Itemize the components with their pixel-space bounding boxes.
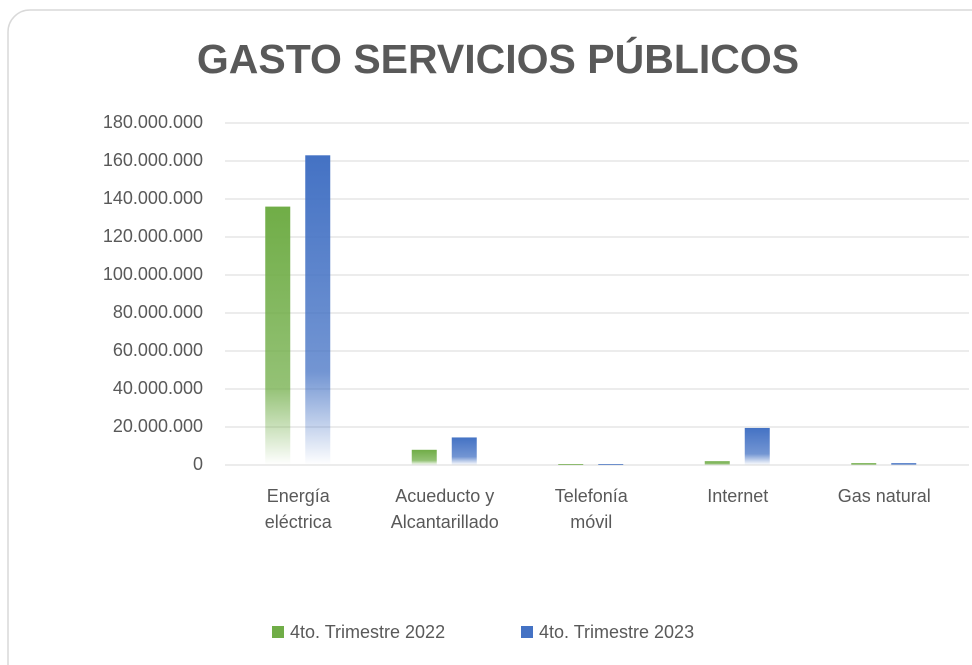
y-tick-label: 120.000.000	[103, 226, 203, 246]
bar	[305, 155, 331, 466]
legend-label: 4to. Trimestre 2022	[290, 622, 445, 642]
bar	[851, 463, 877, 465]
x-tick-label: Telefonía móvil	[554, 486, 628, 532]
x-tick-label: Internet	[707, 486, 769, 506]
y-tick-label: 100.000.000	[103, 264, 203, 284]
y-tick-label: 160.000.000	[103, 150, 203, 170]
bar	[744, 427, 770, 465]
bar	[265, 206, 291, 465]
legend-label: 4to. Trimestre 2023	[539, 622, 694, 642]
bar	[598, 464, 624, 465]
bar	[704, 461, 730, 465]
x-tick-label: Acueducto y Alcantarillado	[390, 486, 499, 532]
y-tick-label: 80.000.000	[113, 302, 203, 322]
y-tick-label: 180.000.000	[103, 112, 203, 132]
x-tick-label: Gas natural	[837, 486, 931, 506]
y-tick-label: 40.000.000	[113, 378, 203, 398]
y-tick-label: 140.000.000	[103, 188, 203, 208]
y-tick-label: 20.000.000	[113, 416, 203, 436]
card-border	[7, 9, 972, 665]
legend-swatch	[521, 626, 533, 638]
bar	[451, 437, 477, 465]
x-tick-label: Energía eléctrica	[264, 486, 332, 532]
y-tick-label: 60.000.000	[113, 340, 203, 360]
y-tick-label: 0	[193, 454, 203, 474]
bar	[891, 463, 917, 465]
chart-title: GASTO SERVICIOS PÚBLICOS	[197, 36, 799, 82]
bar	[411, 449, 437, 465]
bar	[558, 464, 584, 465]
legend-swatch	[272, 626, 284, 638]
